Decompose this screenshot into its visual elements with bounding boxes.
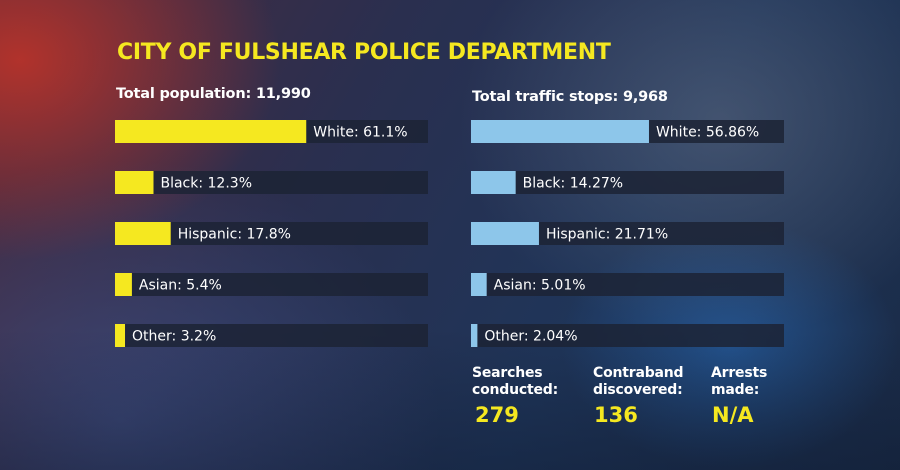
bar-black bbox=[115, 171, 154, 194]
bar-track bbox=[471, 273, 784, 296]
bar-track bbox=[471, 222, 784, 245]
population-heading: Total population: 11,990 bbox=[116, 86, 311, 102]
bar-label-white: White: 61.1% bbox=[313, 125, 407, 141]
bar-hispanic bbox=[471, 222, 539, 245]
bar-track bbox=[471, 324, 784, 347]
arrests-label: Arrests made: bbox=[711, 365, 768, 398]
bar-other bbox=[115, 324, 126, 347]
bar-asian bbox=[115, 273, 132, 296]
bar-label-other: Other: 3.2% bbox=[132, 329, 216, 345]
bar-hispanic bbox=[115, 222, 171, 245]
bar-asian bbox=[471, 273, 487, 296]
searches-label: Searches conducted: bbox=[472, 365, 558, 398]
contraband-value: 136 bbox=[594, 403, 638, 427]
arrests-value: N/A bbox=[712, 403, 754, 427]
bar-other bbox=[471, 324, 478, 347]
bar-label-asian: Asian: 5.01% bbox=[494, 278, 586, 294]
bar-white bbox=[115, 120, 307, 143]
searches-value: 279 bbox=[475, 403, 519, 427]
contraband-label: Contraband discovered: bbox=[593, 365, 684, 398]
bar-white bbox=[471, 120, 649, 143]
bar-label-white: White: 56.86% bbox=[656, 125, 759, 141]
bar-track bbox=[471, 171, 784, 194]
bar-black bbox=[471, 171, 516, 194]
bar-label-black: Black: 14.27% bbox=[523, 176, 623, 192]
bar-track bbox=[115, 273, 428, 296]
bar-label-hispanic: Hispanic: 21.71% bbox=[546, 227, 668, 243]
bar-label-other: Other: 2.04% bbox=[484, 329, 577, 345]
traffic-stops-heading: Total traffic stops: 9,968 bbox=[472, 89, 668, 105]
bar-track bbox=[115, 222, 428, 245]
bar-label-asian: Asian: 5.4% bbox=[139, 278, 222, 294]
page-title: CITY OF FULSHEAR POLICE DEPARTMENT bbox=[117, 40, 611, 65]
bar-track bbox=[115, 171, 428, 194]
bar-label-hispanic: Hispanic: 17.8% bbox=[178, 227, 291, 243]
bar-label-black: Black: 12.3% bbox=[160, 176, 252, 192]
bar-track bbox=[115, 324, 428, 347]
